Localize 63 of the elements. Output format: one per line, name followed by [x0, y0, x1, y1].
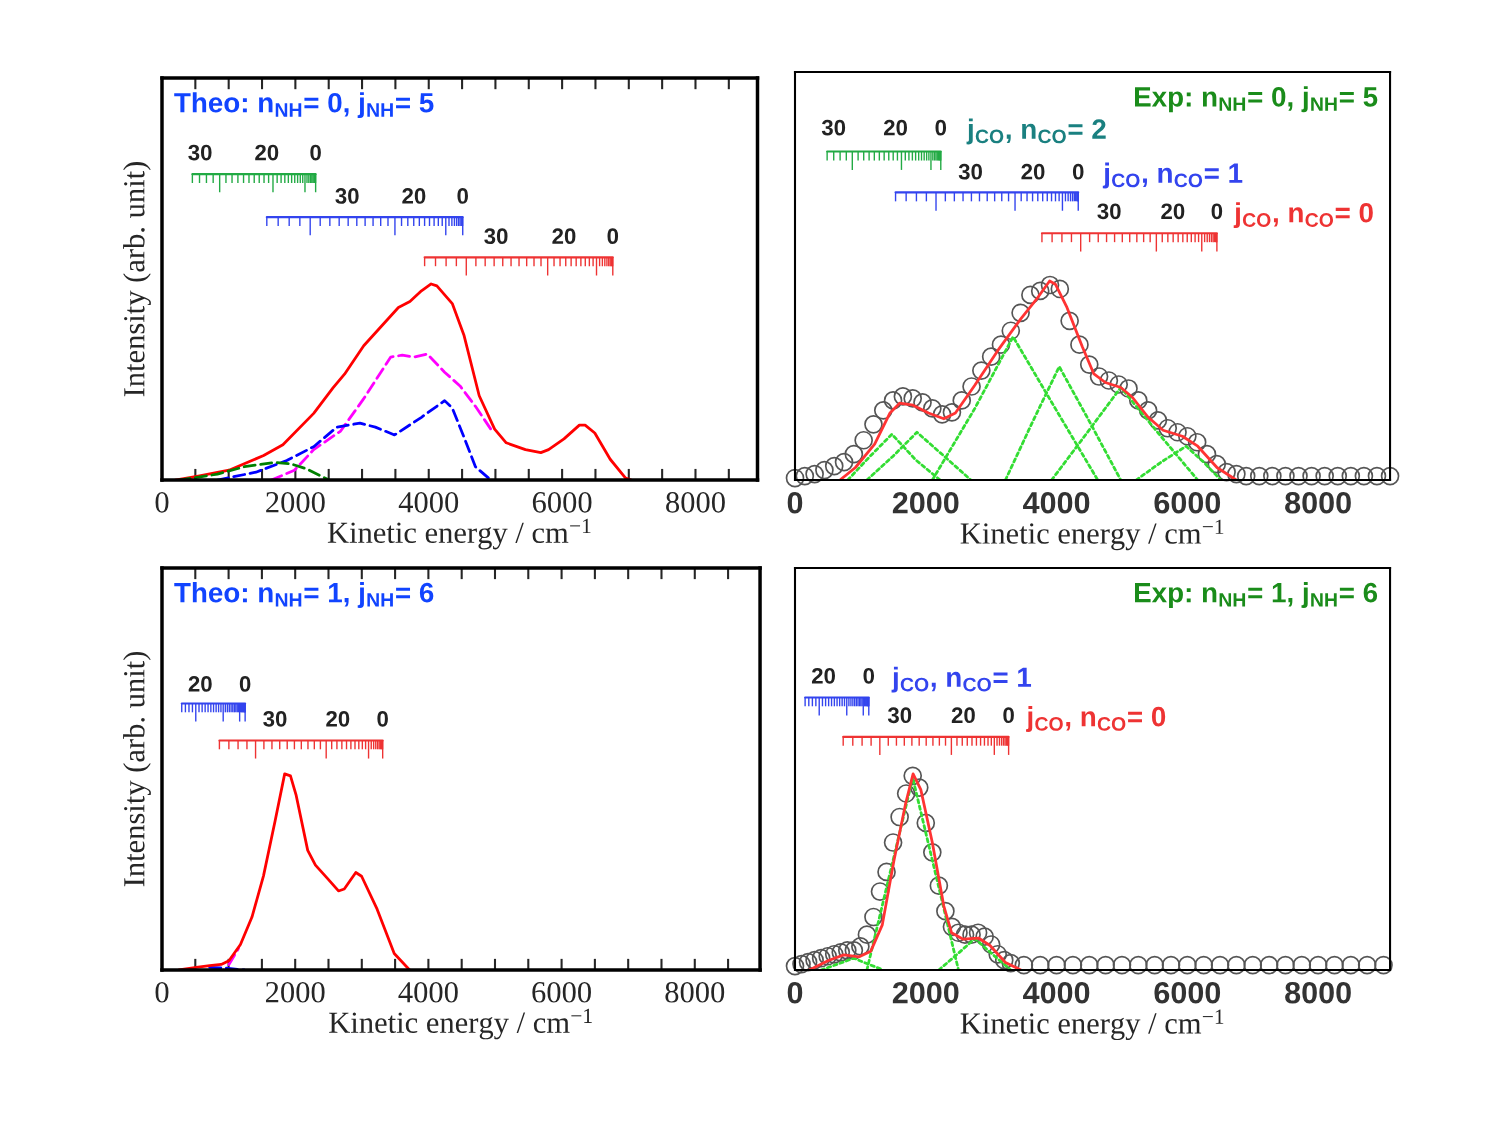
y-axis-title: Intensity (arb. unit)	[123, 162, 151, 397]
text: 0	[1072, 163, 1084, 180]
x-axis-title: Kinetic energy / cm$^{−1}$	[327, 518, 591, 550]
text: 20	[326, 710, 350, 727]
text: 20	[255, 144, 279, 161]
x-axis-title: Kinetic energy / cm$^{−1}$	[960, 519, 1224, 551]
text: 30	[887, 707, 912, 724]
text: 20	[883, 119, 908, 136]
x-tick-label: 6000	[532, 492, 592, 513]
chart-title: Theo: n$_{NH}$= 1, j$_{NH}$= 6	[174, 582, 434, 608]
x-tick-label: 4000	[1023, 491, 1090, 514]
text: 30	[188, 144, 212, 161]
x-tick-label: 2000	[892, 981, 959, 1004]
text: 30	[263, 710, 287, 727]
text: j$_{CO}$, n$_{CO}$= 1	[891, 666, 1032, 693]
text: 0	[1211, 203, 1223, 220]
x-tick-label: 4000	[398, 981, 458, 1003]
x-tick-label: 8000	[1285, 491, 1351, 514]
x-tick-label: 6000	[1154, 981, 1221, 1004]
y-axis-title: Intensity (arb. unit)	[123, 651, 151, 887]
text: 30	[958, 163, 982, 180]
x-tick-label: 2000	[892, 491, 959, 514]
x-tick-label: 0	[155, 981, 169, 1003]
text: 0	[457, 188, 468, 204]
text: j$_{CO}$, n$_{CO}$= 2	[966, 118, 1106, 145]
text: 20	[1161, 203, 1185, 220]
text: 0	[239, 676, 251, 692]
text: 20	[811, 667, 836, 684]
chart-title: Exp: n$_{NH}$= 1, j$_{NH}$= 6	[1135, 582, 1378, 608]
x-tick-label: 0	[787, 491, 803, 514]
text: 0	[935, 119, 947, 136]
text: 20	[552, 228, 576, 245]
x-tick-label: 6000	[532, 981, 591, 1003]
x-tick-label: 0	[787, 981, 803, 1004]
text: 0	[310, 144, 321, 161]
x-tick-label: 0	[155, 492, 169, 513]
chart-title: Theo: n$_{NH}$= 0, j$_{NH}$= 5	[174, 92, 434, 119]
chart-title: Exp: n$_{NH}$= 0, j$_{NH}$= 5	[1135, 86, 1378, 113]
text: 30	[335, 188, 359, 204]
x-tick-label: 8000	[666, 492, 725, 513]
x-tick-label: 8000	[1285, 981, 1351, 1004]
text: 0	[1003, 707, 1014, 724]
text: 30	[1097, 203, 1121, 220]
x-tick-label: 4000	[1023, 981, 1090, 1004]
text: j$_{CO}$, n$_{CO}$= 0	[1026, 706, 1166, 732]
text: 0	[607, 228, 619, 245]
text: 20	[402, 188, 426, 204]
x-tick-label: 6000	[1154, 491, 1221, 514]
text: j$_{CO}$, n$_{CO}$= 1	[1102, 162, 1243, 189]
text: 20	[188, 676, 212, 692]
text: 20	[1021, 163, 1045, 180]
text: 30	[484, 228, 508, 245]
x-axis-title: Kinetic energy / cm$^{−1}$	[329, 1008, 592, 1040]
text: 30	[821, 119, 846, 136]
text: 0	[863, 667, 875, 684]
x-axis-title: Kinetic energy / cm$^{−1}$	[960, 1009, 1224, 1041]
x-tick-label: 2000	[266, 492, 325, 513]
x-tick-label: 8000	[665, 981, 725, 1003]
text: j$_{CO}$, n$_{CO}$= 0	[1233, 202, 1373, 229]
x-tick-label: 2000	[265, 981, 325, 1003]
text: 20	[951, 707, 975, 724]
text: 0	[377, 710, 388, 727]
x-tick-label: 4000	[398, 492, 459, 513]
